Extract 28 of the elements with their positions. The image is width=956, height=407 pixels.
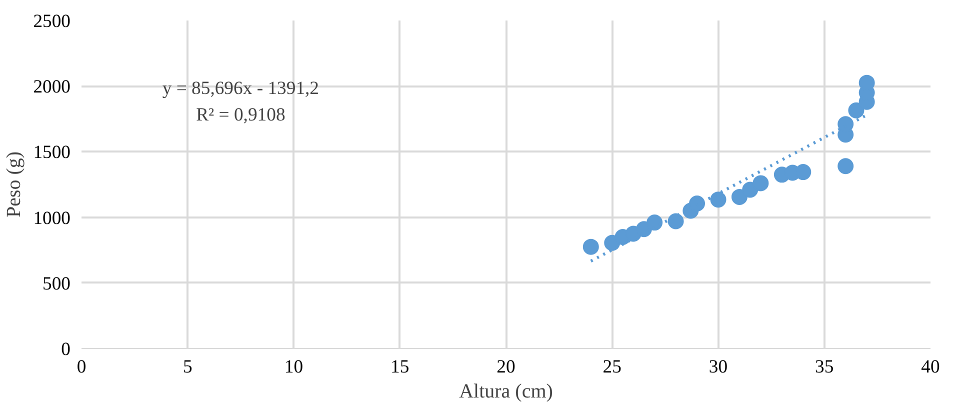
x-tick-label: 10 — [284, 356, 304, 378]
point — [731, 188, 748, 205]
annotation: R² = 0,9108 — [196, 104, 286, 126]
x-tick-label: 5 — [182, 356, 192, 378]
x-tick-label: 20 — [496, 356, 516, 378]
x-tick-label: 30 — [708, 356, 728, 378]
x-tick-label: 0 — [76, 356, 86, 378]
point — [848, 102, 864, 118]
y-tick-label: 1000 — [33, 208, 70, 229]
annotation: y = 85,696x - 1391,2 — [162, 78, 320, 100]
y-tick-label: 500 — [42, 273, 70, 294]
x-tick-label: 15 — [390, 356, 410, 378]
point — [689, 196, 706, 212]
y-axis-title: Peso (g) — [3, 151, 26, 218]
y-tick-label: 0 — [61, 339, 70, 360]
y-tick-label: 2500 — [33, 11, 70, 32]
point — [710, 192, 726, 208]
x-tick-label: 25 — [602, 356, 622, 378]
point — [646, 214, 663, 231]
x-tick-label: 35 — [815, 356, 834, 378]
x-axis-title: Altura (cm) — [459, 380, 553, 402]
y-tick-label: 1500 — [33, 142, 70, 164]
y-tick-label: 2000 — [33, 76, 70, 98]
point — [668, 213, 684, 230]
x-tick-label: 40 — [921, 356, 940, 378]
point — [582, 238, 599, 255]
point — [838, 158, 854, 174]
point — [752, 175, 769, 192]
